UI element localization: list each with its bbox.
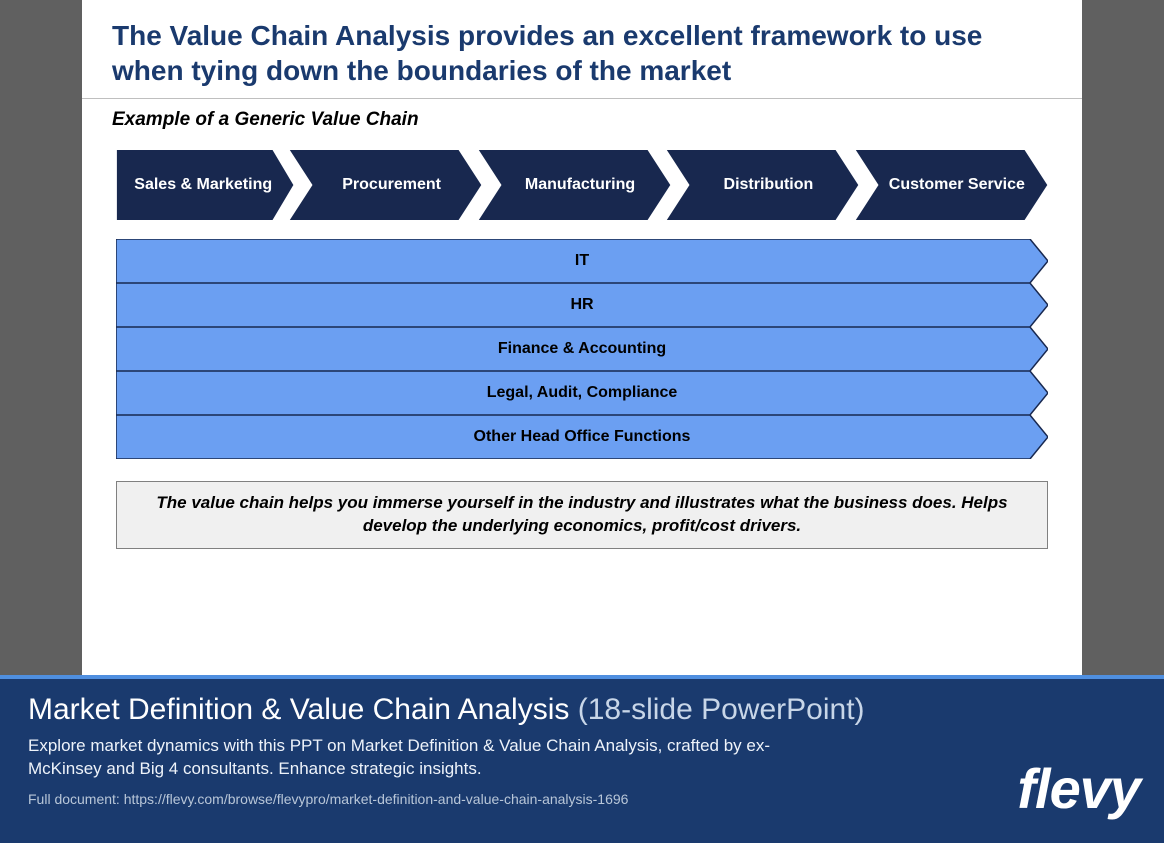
chevron-label: Manufacturing [525, 175, 635, 194]
primary-activities-row: Sales & Marketing Procurement Manufactur… [116, 149, 1048, 221]
chevron-sales-marketing: Sales & Marketing [116, 149, 294, 221]
chevron-label: Sales & Marketing [134, 175, 272, 194]
chevron-manufacturing: Manufacturing [477, 149, 671, 221]
banner-title-main: Market Definition & Value Chain Analysis [28, 693, 569, 726]
banner-description: Explore market dynamics with this PPT on… [28, 735, 788, 781]
chevron-distribution: Distribution [665, 149, 859, 221]
chevron-label: Customer Service [889, 175, 1025, 194]
slide-subtitle: Example of a Generic Value Chain [112, 109, 1052, 131]
slide-title: The Value Chain Analysis provides an exc… [112, 18, 1052, 88]
support-bar-it: IT [116, 239, 1048, 283]
slide-container: The Value Chain Analysis provides an exc… [82, 0, 1082, 680]
promo-banner: Market Definition & Value Chain Analysis… [0, 675, 1164, 843]
support-bar-label: Legal, Audit, Compliance [487, 384, 678, 402]
logo-text: flevy [1017, 757, 1140, 820]
support-bar-label: Finance & Accounting [498, 340, 666, 358]
chevron-label: Procurement [342, 175, 441, 194]
flevy-logo: flevy [1017, 761, 1140, 817]
support-bar-other: Other Head Office Functions [116, 415, 1048, 459]
callout-box: The value chain helps you immerse yourse… [116, 481, 1048, 549]
support-activities: IT HR Finance & Accounting Legal, Audit,… [116, 239, 1048, 459]
banner-link[interactable]: Full document: https://flevy.com/browse/… [28, 791, 1136, 807]
title-divider [82, 98, 1082, 99]
support-bar-label: Other Head Office Functions [474, 428, 691, 446]
support-bar-finance: Finance & Accounting [116, 327, 1048, 371]
support-bar-hr: HR [116, 283, 1048, 327]
support-bar-label: HR [570, 296, 593, 314]
chevron-customer-service: Customer Service [854, 149, 1048, 221]
chevron-procurement: Procurement [288, 149, 482, 221]
support-bar-label: IT [575, 252, 589, 270]
banner-title-sub: (18-slide PowerPoint) [569, 693, 864, 726]
banner-title: Market Definition & Value Chain Analysis… [28, 693, 1136, 727]
support-bar-legal: Legal, Audit, Compliance [116, 371, 1048, 415]
chevron-label: Distribution [724, 175, 814, 194]
